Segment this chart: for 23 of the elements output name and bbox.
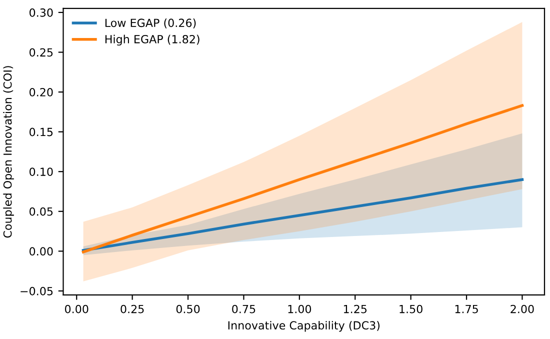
y-tick-label: 0.25 [30, 48, 53, 57]
x-tick-label: 1.75 [455, 304, 478, 314]
x-tick-label: 0.50 [176, 304, 200, 314]
y-tick-label: 0.00 [30, 247, 53, 256]
y-axis-title: Coupled Open Innovation (COI) [3, 66, 14, 238]
x-tick-label: 1.00 [288, 304, 312, 314]
x-axis-title: Innovative Capability (DC3) [228, 320, 380, 332]
y-tick-label: 0.05 [30, 207, 53, 216]
x-tick-label: 1.25 [344, 304, 367, 314]
y-tick-label: 0.10 [30, 168, 53, 176]
x-tick-label: 0.00 [64, 304, 88, 314]
x-tick-label: 2.00 [510, 304, 534, 314]
line-series [82, 104, 524, 254]
y-tick-label: 0.15 [30, 128, 53, 136]
x-tick-label: 1.50 [400, 304, 422, 314]
y-tick-label: 0.20 [30, 88, 53, 96]
x-tick-label: 0.75 [232, 304, 256, 314]
x-tick-label: 0.25 [120, 304, 144, 314]
legend-label: Low EGAP (0.26) [105, 18, 196, 28]
legend-label: High EGAP (1.82) [105, 34, 200, 46]
line-series [82, 178, 524, 252]
y-tick-label: 0.30 [30, 8, 53, 17]
y-tick-label: −0.05 [20, 286, 53, 296]
